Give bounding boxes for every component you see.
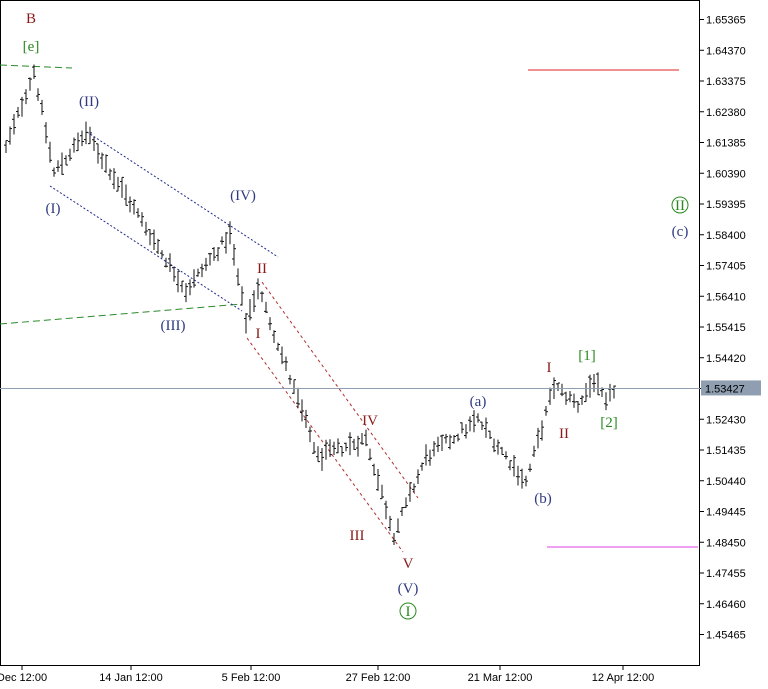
- wave-label: [2]: [600, 415, 618, 431]
- wave-label: II: [559, 426, 569, 442]
- wave-label: I: [547, 360, 552, 376]
- wave-label: III: [350, 528, 365, 544]
- wave-label-circle: [399, 602, 417, 620]
- wave-label: (a): [470, 394, 487, 410]
- trend-line-lower: [0, 303, 243, 325]
- x-tick-label: 21 Mar 12:00: [468, 672, 533, 684]
- plot-border: [0, 0, 700, 666]
- y-axis: 1.65365 1.64370 1.63375 1.62380 1.61385 1.603…: [700, 15, 746, 642]
- channel-red-upper: [261, 281, 419, 499]
- wave-label: B: [26, 11, 36, 27]
- analysis-lines: [0, 64, 698, 553]
- y-tick-label: 1.51435: [706, 445, 746, 457]
- x-axis: Dec 12:00 14 Jan 12:00 5 Feb 12:00 27 Feb 1…: [0, 666, 654, 684]
- wave-label-circle: [671, 196, 689, 214]
- price-bars: [4, 64, 616, 545]
- current-price-box: [701, 380, 761, 396]
- wave-label: II: [675, 198, 685, 214]
- current-price-label: 1.53427: [705, 383, 745, 395]
- y-tick-label: 1.59395: [706, 199, 746, 211]
- x-tick-label: 14 Jan 12:00: [99, 672, 163, 684]
- wave-label: (IV): [230, 188, 256, 204]
- wave-label: (V): [398, 581, 419, 597]
- y-tick-label: 1.65365: [706, 15, 746, 27]
- wave-label: (II): [79, 94, 99, 110]
- y-tick-label: 1.56410: [706, 291, 746, 303]
- wave-label: (I): [46, 201, 61, 217]
- wave-label: V: [403, 556, 414, 572]
- wave-label: (c): [672, 224, 689, 240]
- wave-label: (b): [534, 491, 552, 507]
- y-tick-label: 1.64370: [706, 45, 746, 57]
- y-tick-label: 1.49445: [706, 507, 746, 519]
- y-tick-label: 1.52430: [706, 414, 746, 426]
- y-tick-label: 1.63375: [706, 76, 746, 88]
- wave-label: I: [256, 326, 261, 342]
- y-tick-label: 1.57405: [706, 261, 746, 273]
- y-tick-label: 1.46460: [706, 599, 746, 611]
- trend-line-e: [0, 64, 73, 69]
- y-tick-label: 1.54420: [706, 353, 746, 365]
- wave-label: I: [406, 604, 411, 620]
- y-tick-label: 1.45465: [706, 630, 746, 642]
- wave-label: [e]: [23, 39, 40, 55]
- x-tick-label: 12 Apr 12:00: [592, 672, 654, 684]
- wave-label: II: [257, 261, 267, 277]
- y-tick-label: 1.62380: [706, 107, 746, 119]
- x-tick-label: 27 Feb 12:00: [346, 672, 411, 684]
- y-tick-label: 1.55415: [706, 322, 746, 334]
- y-tick-label: 1.47455: [706, 568, 746, 580]
- x-tick-label: 5 Feb 12:00: [222, 672, 281, 684]
- wave-label: IV: [362, 413, 378, 429]
- y-tick-label: 1.58400: [706, 230, 746, 242]
- current-price-marker: 1.53427: [0, 380, 761, 396]
- x-tick-label: Dec 12:00: [0, 672, 47, 684]
- wave-label: (III): [161, 318, 186, 334]
- y-tick-label: 1.60390: [706, 168, 746, 180]
- y-tick-label: 1.50440: [706, 476, 746, 488]
- y-tick-label: 1.61385: [706, 138, 746, 150]
- y-tick-label: 1.48450: [706, 537, 746, 549]
- wave-labels: B[e](I)(II)(III)(IV)(V)IIIIIIIVV(a)(b)(c…: [23, 11, 689, 620]
- wave-label: [1]: [578, 348, 596, 364]
